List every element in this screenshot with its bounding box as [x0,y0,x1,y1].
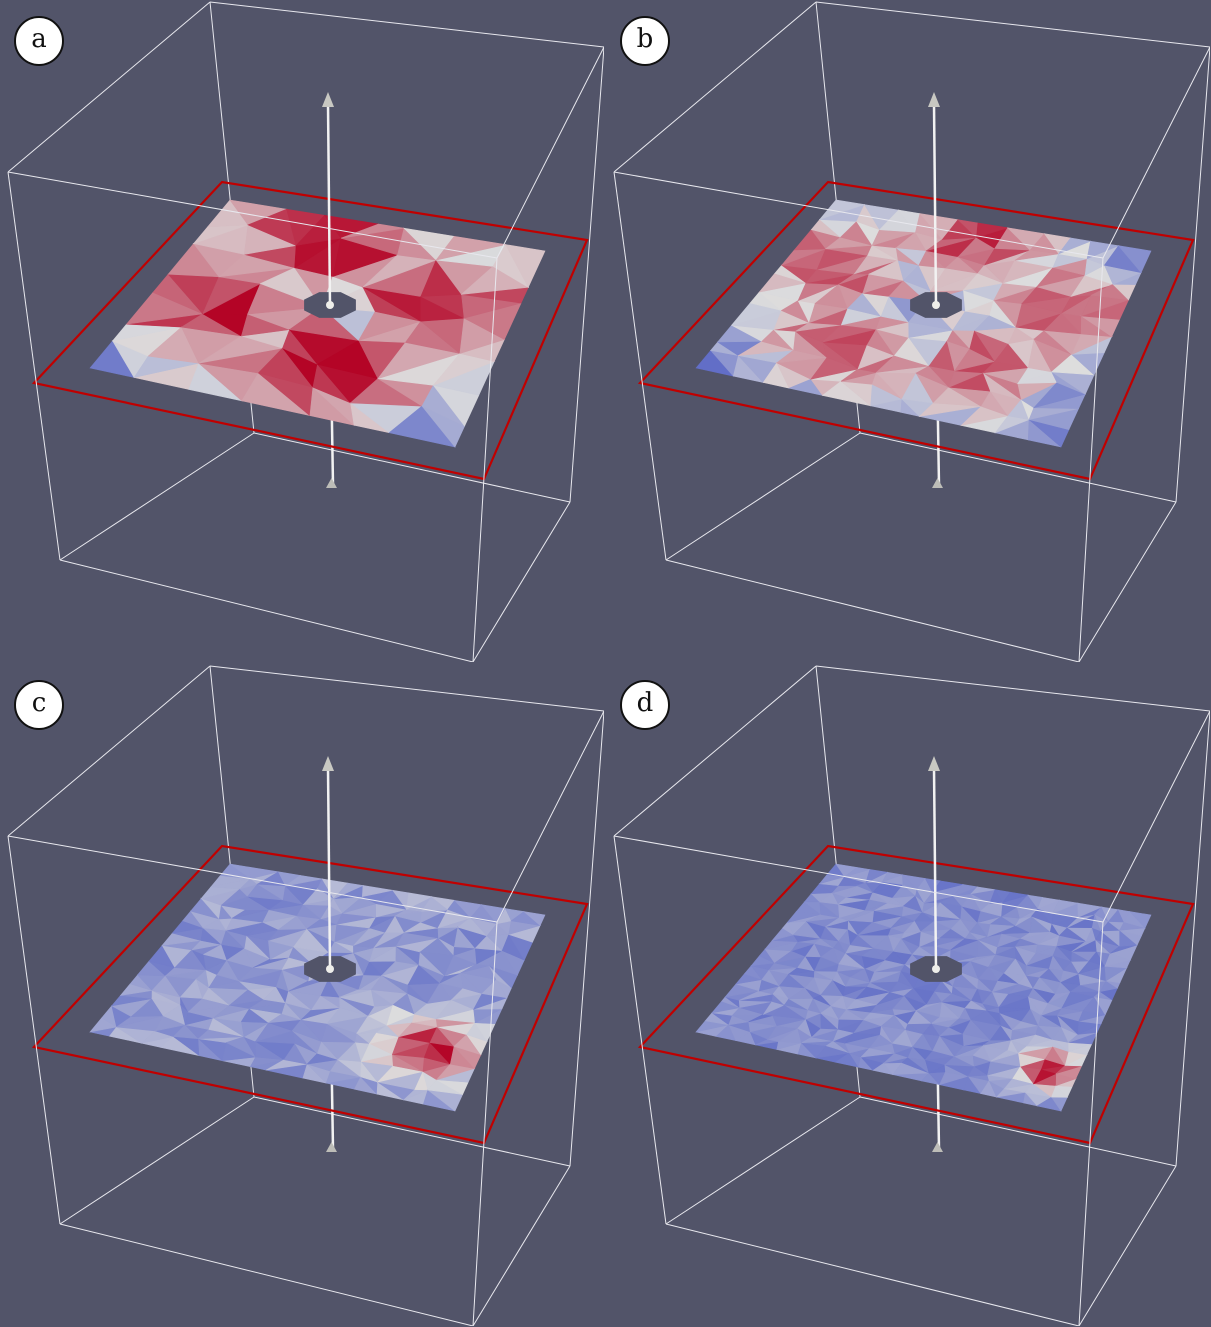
panel-label-a: a [14,16,64,66]
axis-arrow-head [928,756,940,771]
render-view-c [7,665,604,1326]
render-view-b [613,1,1210,662]
mesh-plane [695,199,1152,448]
mesh-plane [89,199,546,448]
render-view-a [7,1,604,662]
panel-label-c: c [14,680,64,730]
axis-origin-sphere [932,301,940,309]
bounding-box-front [613,665,1210,1326]
panel-c: c [0,664,604,1326]
axis-base-cone [932,1142,943,1152]
slice-frame [31,180,589,481]
panel-a: a [0,0,604,662]
slice-frame [637,180,1195,481]
axis-upper [326,103,332,306]
axis-origin-sphere [932,965,940,973]
axis-origin-sphere [326,965,334,973]
axis-upper [932,103,938,306]
axis-arrow-head [322,756,334,771]
panel-b: b [606,0,1210,662]
axis-base-cone [326,1142,337,1152]
bounding-box-front [613,1,1210,662]
bounding-box-front [7,1,604,662]
mesh-plane [695,863,1152,1112]
panel-label-b: b [620,16,670,66]
axis-base-cone [932,478,943,488]
bounding-box-front [7,665,604,1326]
axis-arrow-head [928,92,940,107]
slice-frame [637,844,1195,1145]
axis-origin-sphere [326,301,334,309]
mesh-plane [89,863,546,1112]
panel-label-d: d [620,680,670,730]
axis-arrow-head [322,92,334,107]
panel-d: d [606,664,1210,1326]
axis-upper [326,767,332,970]
axis-base-cone [326,478,337,488]
axis-upper [932,767,938,970]
render-view-d [613,665,1210,1326]
slice-frame [31,844,589,1145]
